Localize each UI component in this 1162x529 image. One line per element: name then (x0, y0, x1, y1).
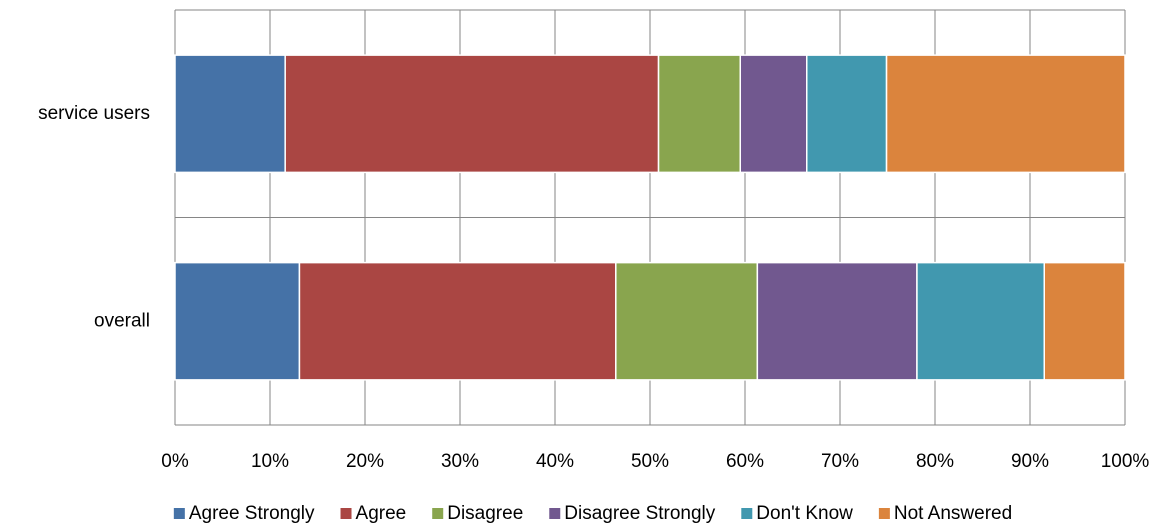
bar-segment (756, 261, 918, 381)
legend-label: Don't Know (756, 503, 853, 524)
bar-segment (885, 54, 1126, 174)
legend-swatch (549, 508, 561, 519)
y-tick-label: service users (38, 103, 150, 124)
x-tick-label: 70% (821, 451, 859, 472)
y-tick-label: overall (94, 310, 150, 331)
legend-label: Agree (356, 503, 407, 524)
legend-label: Not Answered (894, 503, 1012, 524)
x-tick-label: 100% (1101, 451, 1150, 472)
bar-segment (739, 54, 808, 174)
x-tick-label: 20% (346, 451, 384, 472)
legend-swatch (340, 508, 352, 519)
x-tick-label: 30% (441, 451, 479, 472)
x-tick-label: 10% (251, 451, 289, 472)
x-tick-label: 60% (726, 451, 764, 472)
bar-segment (174, 261, 301, 381)
legend-label: Disagree (447, 503, 523, 524)
legend-label: Disagree Strongly (564, 503, 716, 524)
legend-swatch (878, 508, 890, 519)
x-tick-label: 80% (916, 451, 954, 472)
x-tick-label: 40% (536, 451, 574, 472)
bar-segment (174, 54, 286, 174)
legend-label: Agree Strongly (189, 503, 315, 524)
x-tick-label: 90% (1011, 451, 1049, 472)
legend-swatch (173, 508, 185, 519)
bar-segment (284, 54, 660, 174)
bar-segment (1043, 261, 1126, 381)
bar-segment (806, 54, 888, 174)
bar-segment (615, 261, 759, 381)
bar-segment (916, 261, 1046, 381)
x-tick-label: 0% (161, 451, 189, 472)
legend-swatch (432, 508, 444, 519)
x-tick-label: 50% (631, 451, 669, 472)
bar-segment (298, 261, 617, 381)
legend-swatch (741, 508, 753, 519)
bar-segment (657, 54, 741, 174)
